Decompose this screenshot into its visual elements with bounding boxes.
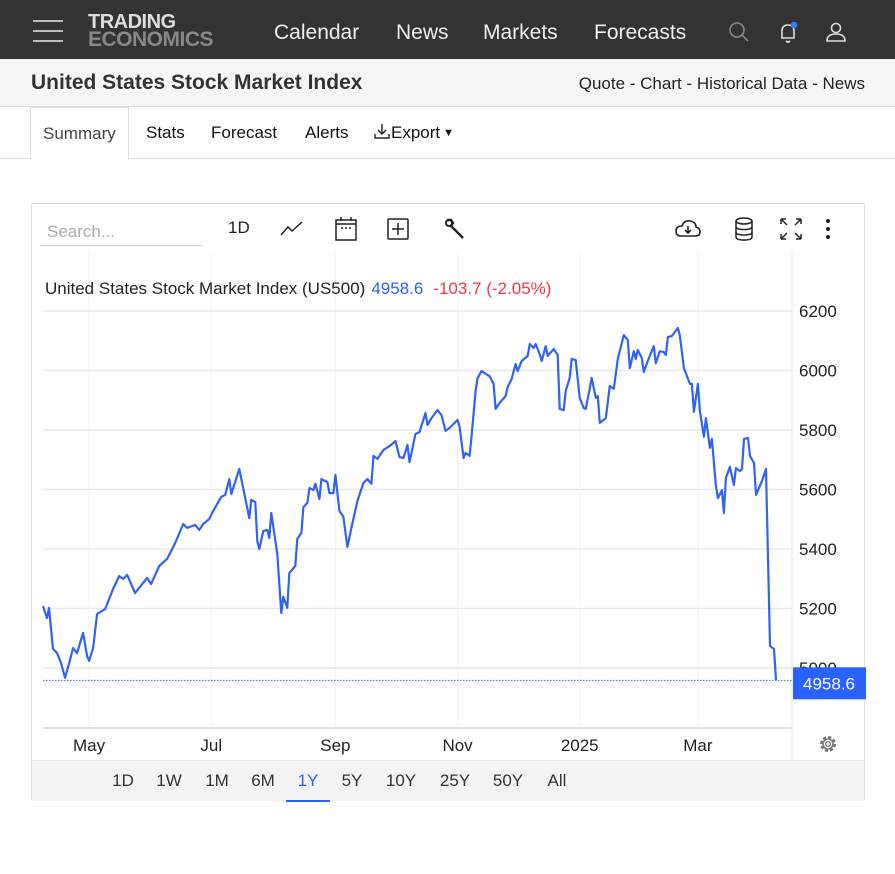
range-1w[interactable]: 1W xyxy=(156,771,182,790)
nav-news[interactable]: News xyxy=(396,21,449,44)
range-50y[interactable]: 50Y xyxy=(492,771,524,790)
menu-icon[interactable] xyxy=(33,20,63,42)
range-10y[interactable]: 10Y xyxy=(385,771,417,790)
last-price-tag-label: 4958.6 xyxy=(803,674,855,693)
y-tick-label: 5600 xyxy=(799,481,837,500)
search-input[interactable] xyxy=(40,218,202,246)
logo-line2: ECONOMICS xyxy=(88,28,214,51)
more-vertical-icon[interactable] xyxy=(822,216,834,242)
range-1d[interactable]: 1D xyxy=(112,771,134,790)
last-price: 4958.6 xyxy=(371,279,423,298)
top-navbar: TRADING ECONOMICS Calendar News Markets … xyxy=(0,0,895,59)
bell-icon[interactable] xyxy=(776,20,800,44)
x-tick-label: 2025 xyxy=(561,736,599,755)
link-quote[interactable]: Quote xyxy=(578,74,626,93)
plus-square-icon[interactable] xyxy=(385,216,411,242)
nav-calendar[interactable]: Calendar xyxy=(274,21,360,44)
tab-alerts[interactable]: Alerts xyxy=(305,123,349,142)
range-6m[interactable]: 6M xyxy=(251,771,275,790)
tab-summary[interactable]: Summary xyxy=(30,107,129,160)
x-tick-label: Mar xyxy=(683,736,713,755)
y-tick-label: 5200 xyxy=(799,600,837,619)
x-tick-label: May xyxy=(73,736,106,755)
x-tick-label: Jul xyxy=(200,736,222,755)
nav-markets[interactable]: Markets xyxy=(483,21,558,44)
tab-bar: Summary Stats Forecast Alerts Export ▼ xyxy=(0,107,895,160)
page-title: United States Stock Market Index xyxy=(31,71,363,94)
tab-export[interactable]: Export ▼ xyxy=(373,107,454,159)
chart-title: United States Stock Market Index (US500) xyxy=(45,279,365,298)
gear-icon[interactable] xyxy=(820,736,836,752)
separator: - xyxy=(625,74,641,93)
interval-button[interactable]: 1D xyxy=(228,218,250,237)
logo-line1: TRADING xyxy=(88,11,176,33)
price-chart[interactable]: United States Stock Market Index (US500)… xyxy=(32,252,866,761)
tab-stats[interactable]: Stats xyxy=(146,123,185,142)
tab-forecast[interactable]: Forecast xyxy=(211,123,278,142)
chart-title-line: United States Stock Market Index (US500)… xyxy=(45,279,551,298)
download-icon xyxy=(374,124,390,139)
y-tick-label: 5400 xyxy=(799,540,837,559)
link-chart[interactable]: Chart xyxy=(640,74,682,93)
tab-export-label: Export xyxy=(391,123,441,142)
range-25y[interactable]: 25Y xyxy=(439,771,471,790)
chart-widget: 1D United States Stock Market Index (US5… xyxy=(31,203,866,802)
caret-down-icon: ▼ xyxy=(443,127,455,139)
title-bar: United States Stock Market Index Quote -… xyxy=(0,59,895,107)
separator: - xyxy=(681,74,697,93)
nav-forecasts[interactable]: Forecasts xyxy=(594,21,687,44)
price-line xyxy=(41,326,778,681)
line-chart-icon[interactable] xyxy=(279,216,305,242)
y-tick-label: 6000 xyxy=(799,362,837,381)
calendar-icon[interactable] xyxy=(333,216,359,242)
range-1y[interactable]: 1Y xyxy=(286,761,330,802)
y-tick-label: 5800 xyxy=(799,421,837,440)
logo[interactable]: TRADING ECONOMICS xyxy=(88,11,214,51)
user-icon[interactable] xyxy=(824,20,848,44)
separator: - xyxy=(807,74,823,93)
range-5y[interactable]: 5Y xyxy=(341,771,363,790)
database-icon[interactable] xyxy=(732,216,756,242)
quote-links: Quote - Chart - Historical Data - News xyxy=(579,74,865,94)
search-icon[interactable] xyxy=(727,20,751,44)
fullscreen-icon[interactable] xyxy=(778,216,804,242)
x-tick-label: Sep xyxy=(320,736,350,755)
range-selector: 1D 1W 1M 6M 1Y 5Y 10Y 25Y 50Y All xyxy=(32,760,864,802)
range-all[interactable]: All xyxy=(547,771,567,790)
link-historical-data[interactable]: Historical Data xyxy=(696,74,808,93)
range-1m[interactable]: 1M xyxy=(205,771,229,790)
wrench-icon[interactable] xyxy=(442,216,468,242)
x-tick-label: Nov xyxy=(442,736,473,755)
price-change: -103.7 (-2.05%) xyxy=(433,279,551,298)
link-news[interactable]: News xyxy=(822,74,865,93)
cloud-download-icon[interactable] xyxy=(674,216,702,242)
y-tick-label: 6200 xyxy=(799,302,837,321)
last-price-tag xyxy=(793,667,866,700)
